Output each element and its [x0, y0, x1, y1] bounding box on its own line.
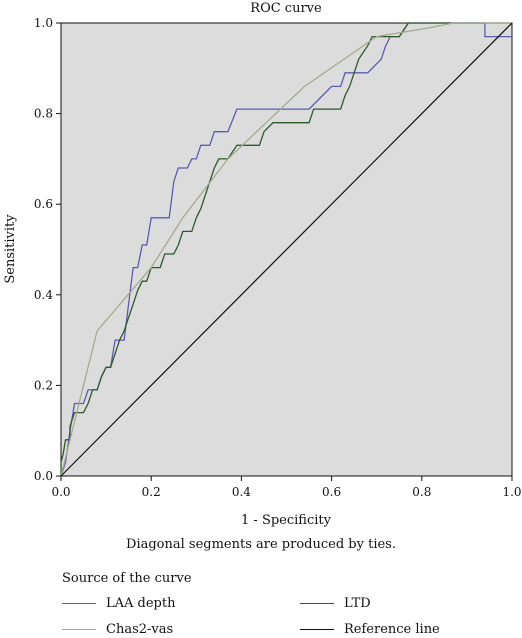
y-tick-label: 1.0: [34, 16, 53, 30]
y-tick-label: 0.0: [34, 469, 53, 483]
x-tick-label: 0.0: [51, 485, 70, 499]
legend-title: Source of the curve: [62, 571, 192, 586]
series-line-ltd: [60, 22, 512, 476]
x-tick-label: 1.0: [502, 485, 521, 499]
ties-note: Diagonal segments are produced by ties.: [126, 537, 396, 552]
y-axis-title: Sensitivity: [3, 214, 18, 284]
x-tick-label: 0.8: [412, 485, 431, 499]
x-tick-label: 0.2: [142, 485, 161, 499]
series-line-chas2-vas: [60, 22, 512, 477]
legend-label-ltd: LTD: [344, 595, 371, 611]
legend-item-reference-line: Reference line: [300, 620, 440, 638]
y-tick-label: 0.2: [34, 378, 53, 392]
legend-label-chas2-vas: Chas2-vas: [106, 621, 174, 637]
y-tick-label: 0.4: [34, 288, 53, 302]
y-tick-label: 0.8: [34, 107, 53, 121]
legend-label-reference-line: Reference line: [344, 621, 440, 637]
y-tick-label: 0.6: [34, 197, 53, 211]
x-tick-label: 0.6: [322, 485, 341, 499]
legend-swatch-ltd: [300, 602, 334, 604]
x-tick-label: 0.4: [232, 485, 251, 499]
roc-chart: ROC curve 0.0 0.2 0.4 0.6 0.8 1.0 0.0 0.2 0.4 0.6…: [3, 1, 522, 528]
legend-item-chas2-vas: Chas2-vas: [62, 620, 173, 638]
legend-item-ltd: LTD: [300, 594, 371, 612]
x-axis-title: 1 - Specificity: [241, 513, 332, 528]
chart-title: ROC curve: [250, 1, 322, 16]
legend-swatch-laa-depth: [62, 602, 96, 604]
legend-item-laa-depth: LAA depth: [62, 594, 175, 612]
legend-swatch-chas2-vas: [62, 628, 96, 630]
series-line-reference-line: [60, 22, 513, 477]
legend-label-laa-depth: LAA depth: [106, 595, 176, 611]
legend-swatch-reference-line: [300, 628, 334, 630]
